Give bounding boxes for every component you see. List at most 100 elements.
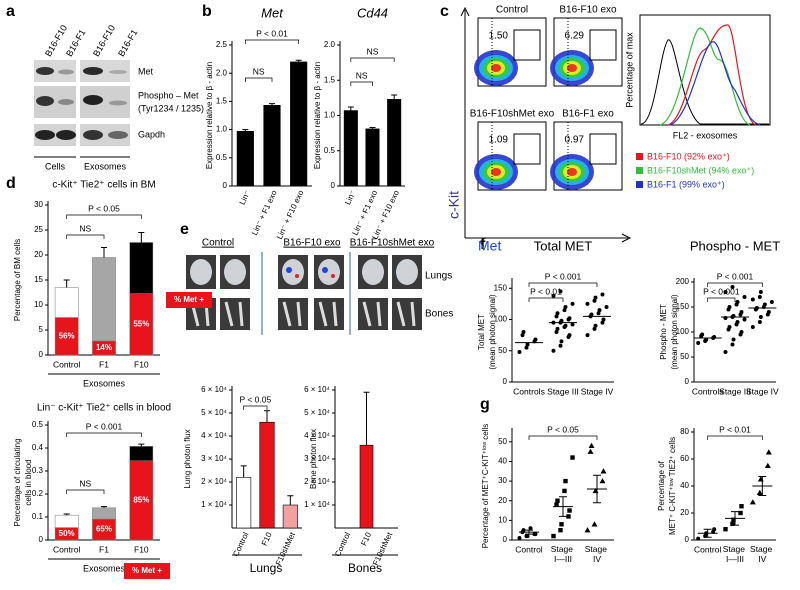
x-tick-label: F10shMet [371, 530, 395, 567]
y-tick-label: 20 [680, 508, 689, 517]
x-tick-label: Control [515, 544, 543, 554]
legend-swatch [636, 181, 643, 188]
error-bar [347, 106, 354, 111]
point [600, 468, 607, 474]
y-tick-label: 0.5 [324, 146, 336, 155]
error-bar [363, 391, 370, 446]
point [766, 310, 771, 314]
bracket [528, 297, 564, 302]
significance: P < 0.001 [86, 421, 123, 431]
point [551, 348, 556, 353]
y-tick-label: 3 × 10⁴ [201, 454, 227, 463]
row-label: Gapdh [138, 129, 165, 139]
significance: P < 0.05 [547, 424, 579, 434]
y-tick-label: 6 × 10⁴ [201, 385, 227, 394]
point [593, 295, 598, 300]
error-bar [242, 129, 249, 132]
point [723, 290, 728, 294]
y-axis-label: Total MET [477, 314, 486, 350]
y-tick-label: 50 [498, 437, 507, 446]
point [600, 320, 605, 325]
panel-letter: e [180, 221, 189, 238]
gate-value: 1.09 [489, 135, 509, 146]
y-tick-label: 100 [494, 315, 508, 324]
point [584, 527, 591, 533]
legend-label: % Met + [174, 295, 204, 304]
point [551, 293, 556, 298]
y-tick-label: 0 [39, 535, 44, 544]
point [525, 342, 530, 347]
y-axis-label: Percentage of [657, 460, 666, 511]
point [723, 350, 728, 354]
point [742, 295, 747, 299]
bar [387, 98, 402, 187]
y-axis-label: Lung photon flux [183, 429, 192, 488]
y-tick-label: 5 × 10⁴ [201, 408, 227, 417]
x-tick-label: Lin⁻ [238, 189, 252, 206]
y-axis-label: Percentage of circulating [13, 438, 22, 526]
photo-bone [396, 301, 416, 327]
chart-title: Phospho - MET [690, 238, 780, 253]
x-tick-label: Control [53, 544, 81, 554]
chart-title: Met [261, 5, 284, 20]
photo-organ [396, 259, 418, 285]
error-bar [63, 279, 70, 288]
x-tick-label: Control [333, 531, 352, 558]
x-tick-label: F1 [99, 544, 109, 554]
axis-label: FL2 - exosomes [673, 130, 738, 140]
point [696, 341, 701, 345]
photo-organ [282, 259, 304, 285]
photo [392, 298, 422, 330]
row-label: Phospho – Met [138, 90, 199, 100]
error-bar [295, 59, 302, 62]
axis-label: Percentage of max [624, 32, 634, 108]
x-tick-label: F10 [134, 359, 149, 369]
significance: NS [79, 223, 91, 233]
bracket [66, 489, 105, 494]
y-tick-label: 1.5 [324, 75, 336, 84]
bracket [350, 57, 395, 62]
point [588, 442, 595, 448]
lane-label: B16-F1 [64, 28, 87, 59]
point [520, 333, 525, 338]
x-tick-label: Stage IV [585, 544, 610, 564]
y-tick-label: 30 [498, 476, 507, 485]
legend-label: B16-F1 (99% exo⁺) [647, 179, 725, 189]
point [735, 300, 740, 304]
segment-label: 14% [96, 343, 112, 352]
axis-label: Met [478, 238, 501, 254]
point [559, 318, 564, 323]
point [723, 527, 728, 532]
panel-letter: c [440, 3, 449, 20]
density [567, 168, 577, 176]
lane-label: B16-F10 [91, 23, 117, 58]
significance: P < 0.05 [88, 203, 120, 213]
y-tick-label: 50 [498, 346, 507, 355]
bracket [244, 77, 273, 82]
x-tick-label: Control [694, 544, 722, 554]
column-label: B16-F10shMet exo [350, 238, 435, 249]
bar-segment [92, 257, 116, 342]
y-tick-label: 1.0 [324, 111, 336, 120]
legend-label: B16-F10shMet (94% exo⁺) [647, 165, 754, 175]
photo-bone [318, 301, 338, 327]
plot-title: B16-F10 exo [559, 5, 617, 16]
segment-label: 65% [96, 525, 112, 534]
significance: NS [79, 478, 91, 488]
y-tick-label: 40 [498, 457, 507, 466]
x-tick-label: Lin⁻ + F1 exo [250, 188, 279, 236]
gate-value: 1.50 [489, 31, 509, 42]
y-tick-label: 5 × 10⁴ [304, 408, 330, 417]
y-tick-label: 3 × 10⁴ [304, 454, 330, 463]
y-tick-label: 0 [685, 377, 690, 386]
x-tick-label: Lin⁻ + F10 exo [275, 188, 306, 240]
photo-signal [322, 267, 328, 273]
point [563, 323, 568, 328]
y-tick-label: 0.1 [32, 512, 44, 521]
plot-title: B16-F10shMet exo [470, 109, 555, 120]
density [491, 64, 501, 72]
y-tick-label: 1 × 10⁴ [304, 500, 330, 509]
bracket [707, 282, 763, 287]
bar [282, 504, 298, 529]
bar-segment [129, 242, 154, 294]
